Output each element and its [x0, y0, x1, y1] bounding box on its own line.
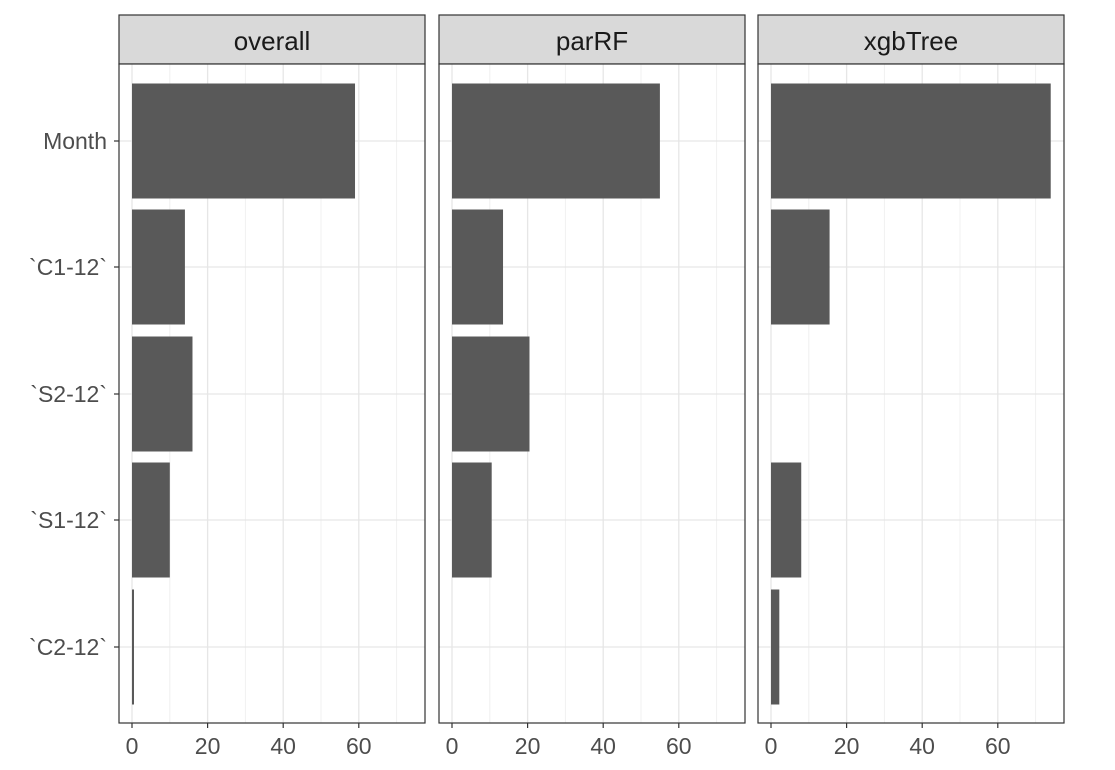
facet-strip — [118, 14, 426, 65]
bar-xgbTree-3 — [771, 462, 802, 578]
bar-xgbTree-4 — [771, 589, 780, 705]
x-tick-label: 60 — [346, 733, 372, 759]
x-tick-label: 60 — [666, 733, 692, 759]
x-tick-label: 20 — [195, 733, 221, 759]
x-tick-label: 0 — [126, 733, 139, 759]
bar-overall-3 — [132, 462, 170, 578]
x-tick-label: 40 — [590, 733, 616, 759]
facet-panels: overall 0 20 40 60 parRF 0 20 40 60 xgbTree 0 20 40 60 — [118, 14, 1065, 759]
y-tick-label: `C1-12` — [29, 254, 107, 280]
bar-xgbTree-0 — [771, 83, 1051, 199]
y-tick-label: `S2-12` — [30, 381, 107, 407]
y-tick-label: `C2-12` — [29, 634, 107, 660]
panel-border — [118, 63, 426, 724]
facet-title: xgbTree — [864, 26, 958, 56]
y-axis: Month `C1-12` `S2-12` `S1-12` `C2-12` — [29, 128, 119, 660]
bar-overall-4 — [132, 589, 134, 705]
x-tick-label: 0 — [765, 733, 778, 759]
bar-parRF-1 — [452, 209, 504, 325]
bar-overall-0 — [132, 83, 356, 199]
panel-border — [757, 63, 1065, 724]
facet-panel-parRF: parRF 0 20 40 60 — [438, 14, 746, 759]
x-tick-label: 40 — [270, 733, 296, 759]
x-tick-label: 20 — [515, 733, 541, 759]
bar-parRF-2 — [452, 336, 530, 452]
bar-parRF-0 — [452, 83, 660, 199]
bar-xgbTree-1 — [771, 209, 830, 325]
y-tick-label: `S1-12` — [30, 507, 107, 533]
x-tick-label: 0 — [446, 733, 459, 759]
x-tick-label: 60 — [985, 733, 1011, 759]
facet-panel-xgbTree: xgbTree 0 20 40 60 — [757, 14, 1065, 759]
x-tick-label: 40 — [909, 733, 935, 759]
facet-strip — [438, 14, 746, 65]
facet-title: overall — [234, 26, 311, 56]
bar-parRF-3 — [452, 462, 492, 578]
panel-border — [438, 63, 746, 724]
x-tick-label: 20 — [834, 733, 860, 759]
y-tick-label: Month — [43, 128, 107, 154]
facet-title: parRF — [556, 26, 628, 56]
facet-panel-overall: overall 0 20 40 60 — [118, 14, 426, 759]
facet-strip — [757, 14, 1065, 65]
bar-overall-1 — [132, 209, 185, 325]
bar-overall-2 — [132, 336, 193, 452]
